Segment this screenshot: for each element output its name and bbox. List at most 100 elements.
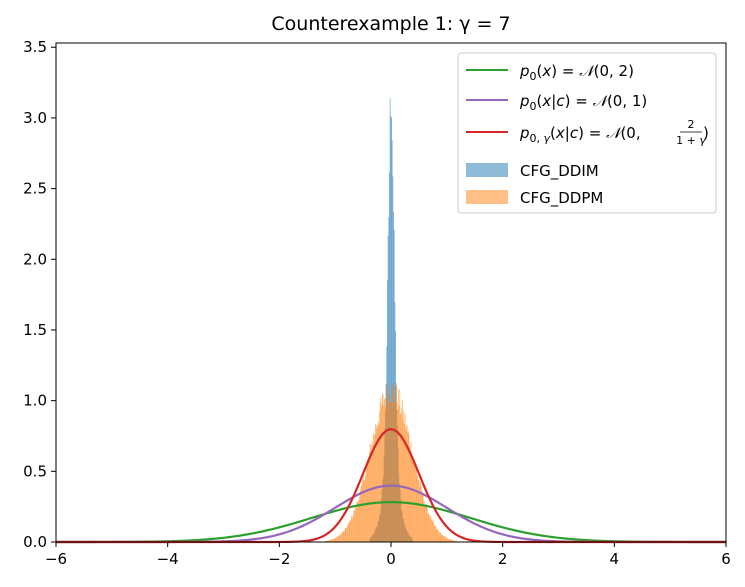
hist-bar — [389, 403, 391, 542]
hist-bar — [418, 479, 419, 542]
hist-bar — [436, 528, 438, 542]
hist-bar — [389, 402, 391, 542]
hist-bar — [452, 540, 454, 542]
hist-bar — [391, 402, 393, 542]
hist-bar — [369, 443, 371, 542]
hist-bar — [395, 395, 397, 542]
legend-label-p0-gamma: p0, γ(x|c) = 𝒩(0, — [519, 124, 641, 145]
hist-bar — [359, 496, 361, 542]
hist-bar — [391, 382, 393, 542]
hist-bar — [430, 519, 432, 542]
x-tick-label: 4 — [610, 550, 620, 568]
hist-bar — [420, 482, 422, 542]
x-axis: −6 −4 −2 0 2 4 6 — [45, 542, 731, 568]
hist-bar — [377, 421, 379, 542]
hist-bar — [438, 530, 440, 542]
hist-bar — [369, 451, 371, 542]
hist-bar — [326, 540, 328, 542]
hist-bar — [422, 493, 424, 542]
hist-bar — [381, 405, 383, 542]
hist-bar — [370, 444, 372, 542]
hist-bar — [349, 521, 350, 542]
hist-bar — [416, 475, 418, 542]
hist-bar — [436, 529, 438, 542]
hist-bar — [410, 442, 412, 542]
svg-text:): ) — [703, 124, 709, 142]
hist-bar — [388, 217, 390, 542]
hist-bar — [329, 539, 331, 542]
x-tick-label: 2 — [498, 550, 508, 568]
hist-bar — [400, 414, 402, 542]
hist-bar — [333, 538, 335, 542]
hist-bar — [456, 540, 458, 542]
hist-bar — [382, 393, 384, 542]
hist-bar — [340, 533, 342, 542]
hist-bar — [389, 98, 391, 542]
hist-bar — [442, 535, 444, 542]
hist-bar — [423, 500, 425, 542]
hist-bar — [405, 429, 407, 542]
hist-bar — [375, 423, 377, 542]
hist-bar — [345, 527, 347, 542]
hist-bar — [396, 402, 398, 542]
hist-bar — [428, 513, 430, 542]
hist-bar — [376, 425, 378, 542]
hist-bar — [344, 527, 346, 542]
hist-bar — [446, 538, 448, 542]
legend-label-p0-cond: p0(x|c) = 𝒩(0, 1) — [519, 92, 647, 113]
hist-bar — [362, 481, 364, 542]
svg-text:1 + γ: 1 + γ — [676, 134, 706, 147]
hist-bar — [424, 503, 426, 542]
hist-bar — [338, 535, 340, 542]
hist-bar — [403, 410, 405, 542]
legend: p0(x) = 𝒩(0, 2) p0(x|c) = 𝒩(0, 1) p0, γ(… — [457, 52, 717, 214]
hist-bar — [385, 406, 387, 542]
hist-bar — [409, 451, 411, 542]
x-tick-label: −4 — [157, 550, 179, 568]
hist-bar — [392, 176, 394, 542]
hist-bar — [405, 426, 407, 542]
hist-bar — [352, 516, 354, 542]
hist-bar — [432, 520, 434, 542]
hist-bar — [443, 535, 445, 542]
hist-bar — [387, 388, 389, 542]
hist-bar — [384, 397, 386, 542]
hist-bar — [397, 409, 399, 542]
hist-bar — [378, 424, 380, 542]
hist-bar — [391, 117, 392, 542]
hist-bar — [440, 532, 442, 542]
hist-bar — [350, 521, 352, 542]
hist-bar — [334, 538, 336, 542]
hist-bar — [434, 525, 436, 542]
hist-bar — [399, 412, 401, 542]
hist-bar — [422, 495, 424, 542]
y-axis: 0.0 0.5 1.0 1.5 2.0 2.5 3.0 3.5 — [23, 38, 56, 551]
hist-bar — [412, 456, 414, 542]
hist-bar — [391, 140, 393, 542]
hist-bar — [342, 531, 344, 542]
hist-bar — [357, 502, 359, 542]
y-tick-label: 1.0 — [23, 392, 47, 410]
hist-bar — [353, 513, 355, 542]
hist-bar — [326, 540, 328, 542]
hist-bar — [344, 529, 346, 542]
hist-bar — [426, 505, 428, 542]
hist-bar — [451, 539, 453, 542]
hist-bar — [446, 537, 448, 542]
hist-bar — [365, 475, 367, 542]
hist-bar — [339, 535, 341, 542]
hist-bar — [437, 530, 439, 542]
hist-bar — [393, 211, 394, 542]
hist-bar — [426, 504, 428, 542]
hist-bar — [406, 424, 408, 542]
hist-bar — [386, 398, 388, 542]
hist-bar — [365, 468, 367, 542]
hist-bar — [454, 540, 456, 542]
hist-bar — [348, 522, 350, 542]
hist-bar — [453, 540, 455, 542]
legend-fraction: 2 1 + γ ) — [676, 118, 709, 147]
hist-bar — [429, 517, 431, 542]
hist-bar — [336, 537, 338, 542]
hist-bar — [392, 385, 394, 542]
hist-bar — [383, 399, 385, 542]
